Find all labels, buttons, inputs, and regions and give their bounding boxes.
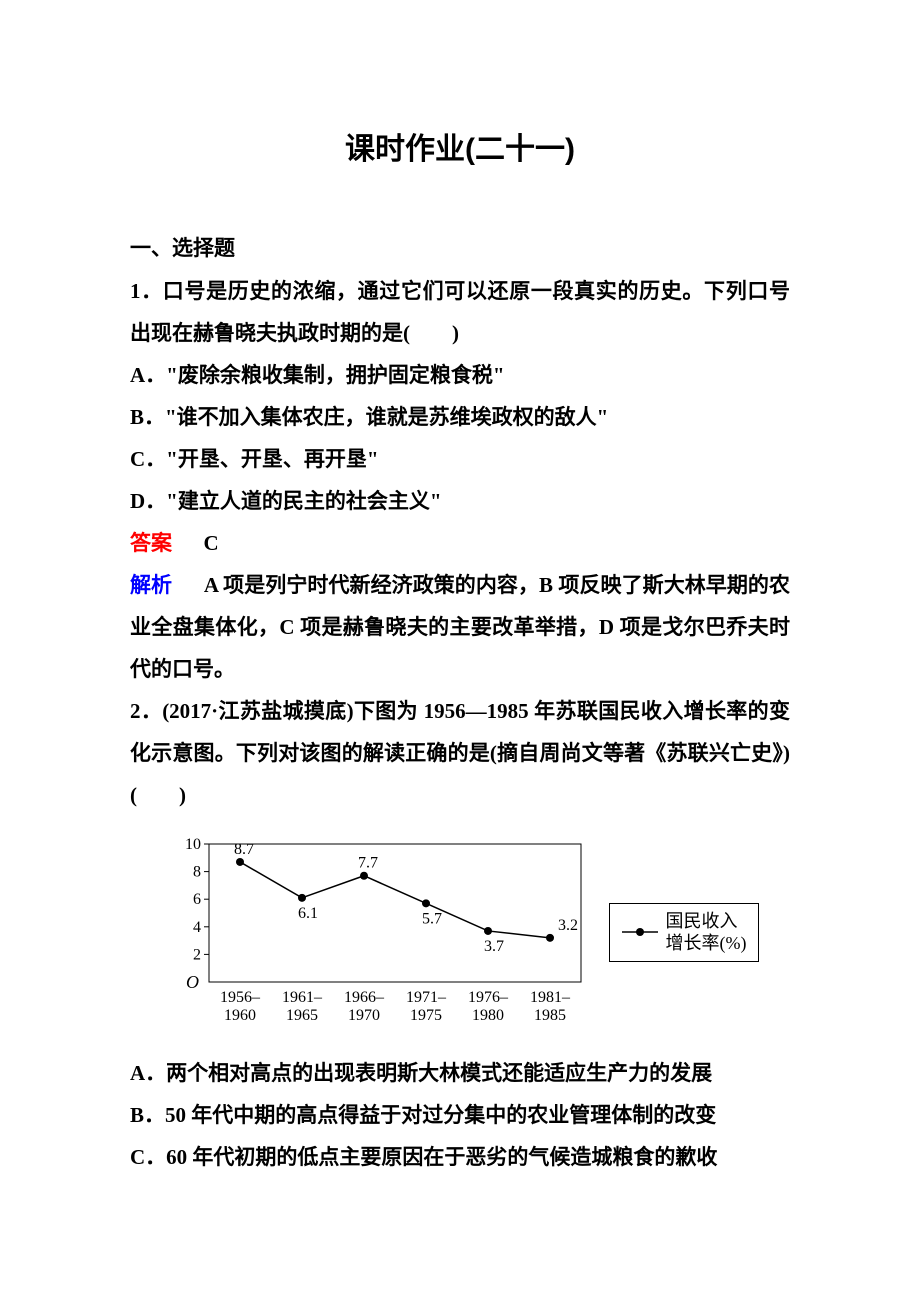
svg-text:1981–: 1981– xyxy=(530,989,571,1006)
section-header: 一、选择题 xyxy=(130,228,790,270)
svg-text:1976–: 1976– xyxy=(468,989,509,1006)
svg-text:5.7: 5.7 xyxy=(422,910,442,927)
q2-line-chart: 246810O8.76.17.75.73.73.21956–19601961–1… xyxy=(161,832,591,1032)
chart-legend: 国民收入 增长率(%) xyxy=(609,903,760,962)
q2-option-b: B．50 年代中期的高点得益于对过分集中的农业管理体制的改变 xyxy=(130,1094,790,1136)
legend-text: 国民收入 增长率(%) xyxy=(666,910,747,955)
svg-text:1960: 1960 xyxy=(224,1007,256,1024)
svg-text:1965: 1965 xyxy=(286,1007,318,1024)
svg-text:1956–: 1956– xyxy=(220,989,261,1006)
svg-text:1980: 1980 xyxy=(472,1007,504,1024)
svg-text:O: O xyxy=(186,972,199,992)
answer-value: C xyxy=(204,531,219,555)
legend-line-2: 增长率(%) xyxy=(666,932,747,955)
legend-marker-icon xyxy=(622,926,658,938)
svg-text:7.7: 7.7 xyxy=(358,855,378,872)
q2-option-c: C．60 年代初期的低点主要原因在于恶劣的气候造城粮食的歉收 xyxy=(130,1136,790,1178)
q1-stem: 1．口号是历史的浓缩，通过它们可以还原一段真实的历史。下列口号出现在赫鲁晓夫执政… xyxy=(130,270,790,354)
answer-label: 答案 xyxy=(130,531,172,555)
q2-option-a: A．两个相对高点的出现表明斯大林模式还能适应生产力的发展 xyxy=(130,1052,790,1094)
svg-text:1971–: 1971– xyxy=(406,989,447,1006)
svg-text:3.7: 3.7 xyxy=(484,938,504,955)
svg-text:1975: 1975 xyxy=(410,1007,442,1024)
q1-option-b: B．"谁不加入集体农庄，谁就是苏维埃政权的敌人" xyxy=(130,396,790,438)
svg-text:2: 2 xyxy=(193,946,201,963)
svg-text:8.7: 8.7 xyxy=(234,841,254,858)
analysis-text: A 项是列宁时代新经济政策的内容，B 项反映了斯大林早期的农业全盘集体化，C 项… xyxy=(130,573,790,681)
svg-text:1970: 1970 xyxy=(348,1007,380,1024)
svg-text:1961–: 1961– xyxy=(282,989,323,1006)
q1-analysis: 解析 A 项是列宁时代新经济政策的内容，B 项反映了斯大林早期的农业全盘集体化，… xyxy=(130,564,790,690)
svg-text:6: 6 xyxy=(193,891,201,908)
analysis-label: 解析 xyxy=(130,573,172,597)
svg-text:3.2: 3.2 xyxy=(558,917,578,934)
q1-option-c: C．"开垦、开垦、再开垦" xyxy=(130,438,790,480)
q1-option-a: A．"废除余粮收集制，拥护固定粮食税" xyxy=(130,354,790,396)
svg-text:10: 10 xyxy=(185,836,201,853)
q1-option-d: D．"建立人道的民主的社会主义" xyxy=(130,480,790,522)
svg-text:6.1: 6.1 xyxy=(298,905,318,922)
svg-text:8: 8 xyxy=(193,864,201,881)
q2-stem: 2．(2017·江苏盐城摸底)下图为 1956—1985 年苏联国民收入增长率的… xyxy=(130,690,790,816)
page-title: 课时作业(二十一) xyxy=(130,120,790,180)
svg-text:4: 4 xyxy=(193,919,201,936)
q2-chart-row: 246810O8.76.17.75.73.73.21956–19601961–1… xyxy=(130,832,790,1032)
legend-line-1: 国民收入 xyxy=(666,910,747,933)
q1-answer-line: 答案 C xyxy=(130,522,790,564)
svg-text:1985: 1985 xyxy=(534,1007,566,1024)
svg-text:1966–: 1966– xyxy=(344,989,385,1006)
